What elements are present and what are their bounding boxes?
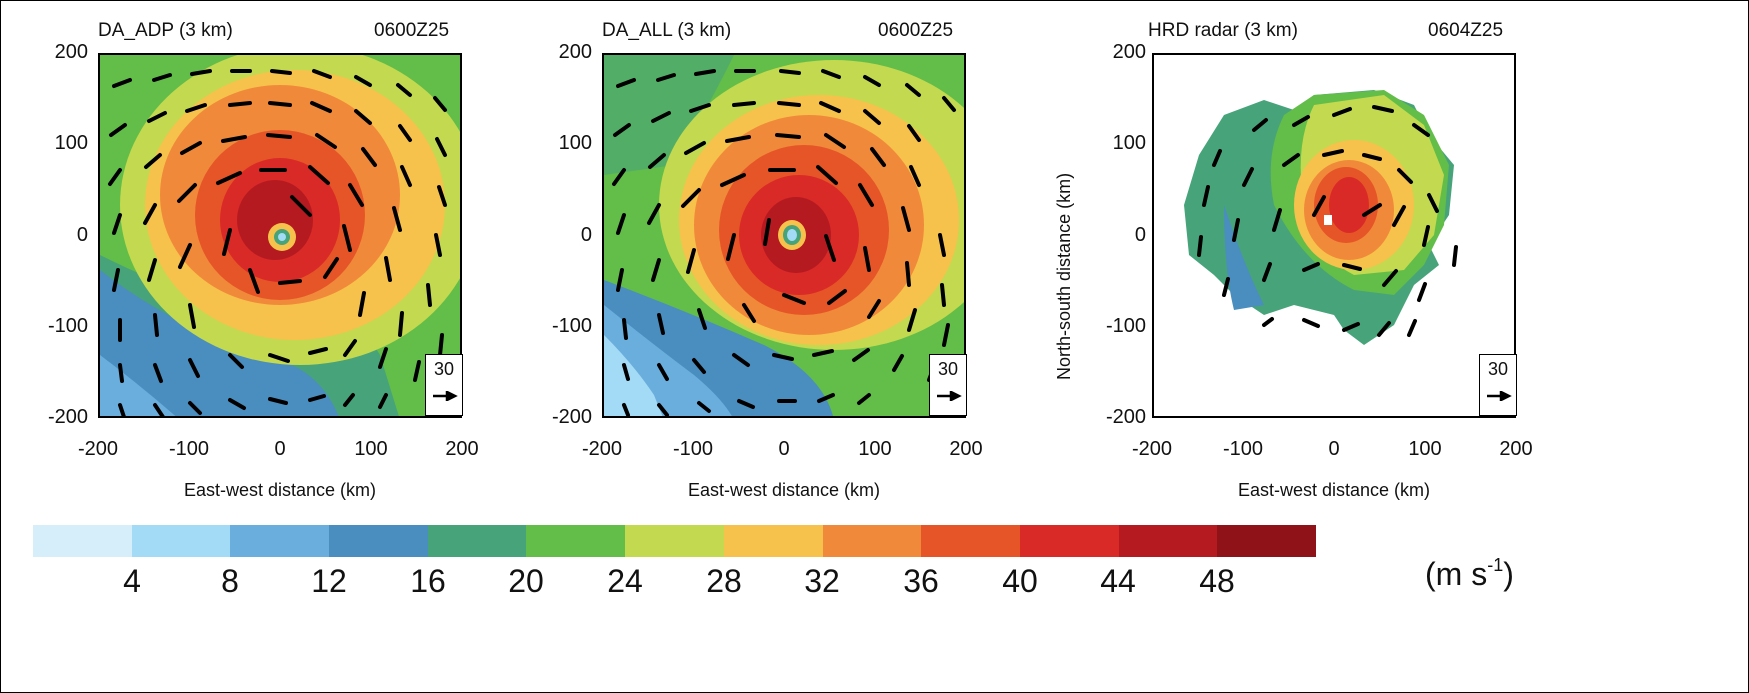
xtick-label: -200 xyxy=(1131,438,1173,460)
colorbar-label: 20 xyxy=(508,563,544,599)
x-axis-label: East-west distance (km) xyxy=(183,480,377,500)
xtick-label: -100 xyxy=(1222,438,1264,460)
colorbar-label: 16 xyxy=(410,563,446,599)
panel-timestamp: 0600Z25 xyxy=(878,20,954,41)
panel-da-all: DA_ALL (3 km) 0600Z25 200 100 0 -100 -20… xyxy=(504,0,1064,520)
ytick-label: 100 xyxy=(1112,132,1146,154)
panel-title: DA_ALL (3 km) xyxy=(602,20,732,41)
units-close: ) xyxy=(1503,556,1514,592)
colorbar-segment xyxy=(723,525,823,557)
xtick-label: 0 xyxy=(274,438,286,460)
xtick-label: 200 xyxy=(445,438,479,460)
panel-title: HRD radar (3 km) xyxy=(1148,20,1298,41)
colorbar-segment xyxy=(1019,525,1119,557)
y-axis-label: North-south distance (km) xyxy=(1054,172,1074,380)
colorbar-label: 24 xyxy=(607,563,643,599)
wind-speed-plot xyxy=(98,53,462,418)
wind-speed-plot xyxy=(1152,53,1516,418)
xtick-label: -100 xyxy=(168,438,210,460)
ytick-label: 200 xyxy=(54,41,88,63)
x-axis-label: East-west distance (km) xyxy=(687,480,881,500)
units-base: (m s xyxy=(1425,556,1488,592)
colorbar-segment xyxy=(131,525,231,557)
xtick-label: -200 xyxy=(581,438,623,460)
ytick-label: -200 xyxy=(1105,406,1146,428)
colorbar-label: 36 xyxy=(903,563,939,599)
colorbar-segment xyxy=(822,525,922,557)
wind-speed-plot xyxy=(602,53,966,418)
ytick-label: 0 xyxy=(1134,224,1146,246)
colorbar-segment xyxy=(427,525,527,557)
xtick-label: 100 xyxy=(1408,438,1442,460)
ytick-label: 0 xyxy=(580,224,592,246)
xtick-label: -100 xyxy=(672,438,714,460)
vector-reference-value: 30 xyxy=(937,359,959,379)
vector-reference-box: 30 xyxy=(1479,354,1517,416)
x-axis-label: East-west distance (km) xyxy=(1237,480,1431,500)
colorbar-segment xyxy=(526,525,626,557)
colorbar-label: 28 xyxy=(706,563,742,599)
xtick-label: 0 xyxy=(778,438,790,460)
vector-reference-box: 30 xyxy=(425,354,463,416)
colorbar-label: 40 xyxy=(1002,563,1038,599)
colorbar-segment xyxy=(1118,525,1218,557)
panel-timestamp: 0604Z25 xyxy=(1428,20,1504,41)
ytick-label: 0 xyxy=(76,224,88,246)
vector-reference-box: 30 xyxy=(929,354,967,416)
colorbar-label: 32 xyxy=(804,563,840,599)
units-exponent: -1 xyxy=(1487,555,1504,575)
panel-da-adp: DA_ADP (3 km) 0600Z25 200 100 0 -100 -20… xyxy=(0,0,560,520)
ytick-label: -100 xyxy=(47,315,88,337)
colorbar-units: (m s-1) xyxy=(1425,555,1514,593)
ytick-label: 200 xyxy=(1112,41,1146,63)
xtick-label: 100 xyxy=(354,438,388,460)
colorbar-segment xyxy=(1217,525,1316,557)
colorbar-label: 8 xyxy=(221,563,239,599)
ytick-label: -100 xyxy=(551,315,592,337)
colorbar-segment xyxy=(921,525,1020,557)
panel-hrd-radar: HRD radar (3 km) 0604Z25 North-south dis… xyxy=(1054,0,1614,520)
colorbar-label: 4 xyxy=(123,563,141,599)
panel-timestamp: 0600Z25 xyxy=(374,20,450,41)
ytick-label: 100 xyxy=(54,132,88,154)
wind-field-graphic xyxy=(1154,55,1514,416)
colorbar-label: 48 xyxy=(1199,563,1235,599)
xtick-label: 200 xyxy=(1499,438,1533,460)
xtick-label: 100 xyxy=(858,438,892,460)
colorbar-segment xyxy=(33,525,132,557)
xtick-label: 200 xyxy=(949,438,983,460)
ytick-label: 200 xyxy=(558,41,592,63)
colorbar-segment xyxy=(329,525,428,557)
ytick-label: -200 xyxy=(551,406,592,428)
colorbar xyxy=(33,525,1316,557)
colorbar-segment xyxy=(625,525,724,557)
colorbar-label: 12 xyxy=(311,563,347,599)
wind-field-graphic xyxy=(100,55,460,416)
arrow-right-icon xyxy=(433,391,458,401)
arrow-right-icon xyxy=(1487,391,1512,401)
ytick-label: -100 xyxy=(1105,315,1146,337)
colorbar-label: 44 xyxy=(1100,563,1136,599)
ytick-label: 100 xyxy=(558,132,592,154)
xtick-label: 0 xyxy=(1328,438,1340,460)
panel-title: DA_ADP (3 km) xyxy=(98,20,233,41)
colorbar-segment xyxy=(230,525,330,557)
vector-reference-value: 30 xyxy=(433,359,455,379)
arrow-right-icon xyxy=(937,391,962,401)
wind-field-graphic xyxy=(604,55,964,416)
ytick-label: -200 xyxy=(47,406,88,428)
vector-reference-value: 30 xyxy=(1487,359,1509,379)
xtick-label: -200 xyxy=(77,438,119,460)
